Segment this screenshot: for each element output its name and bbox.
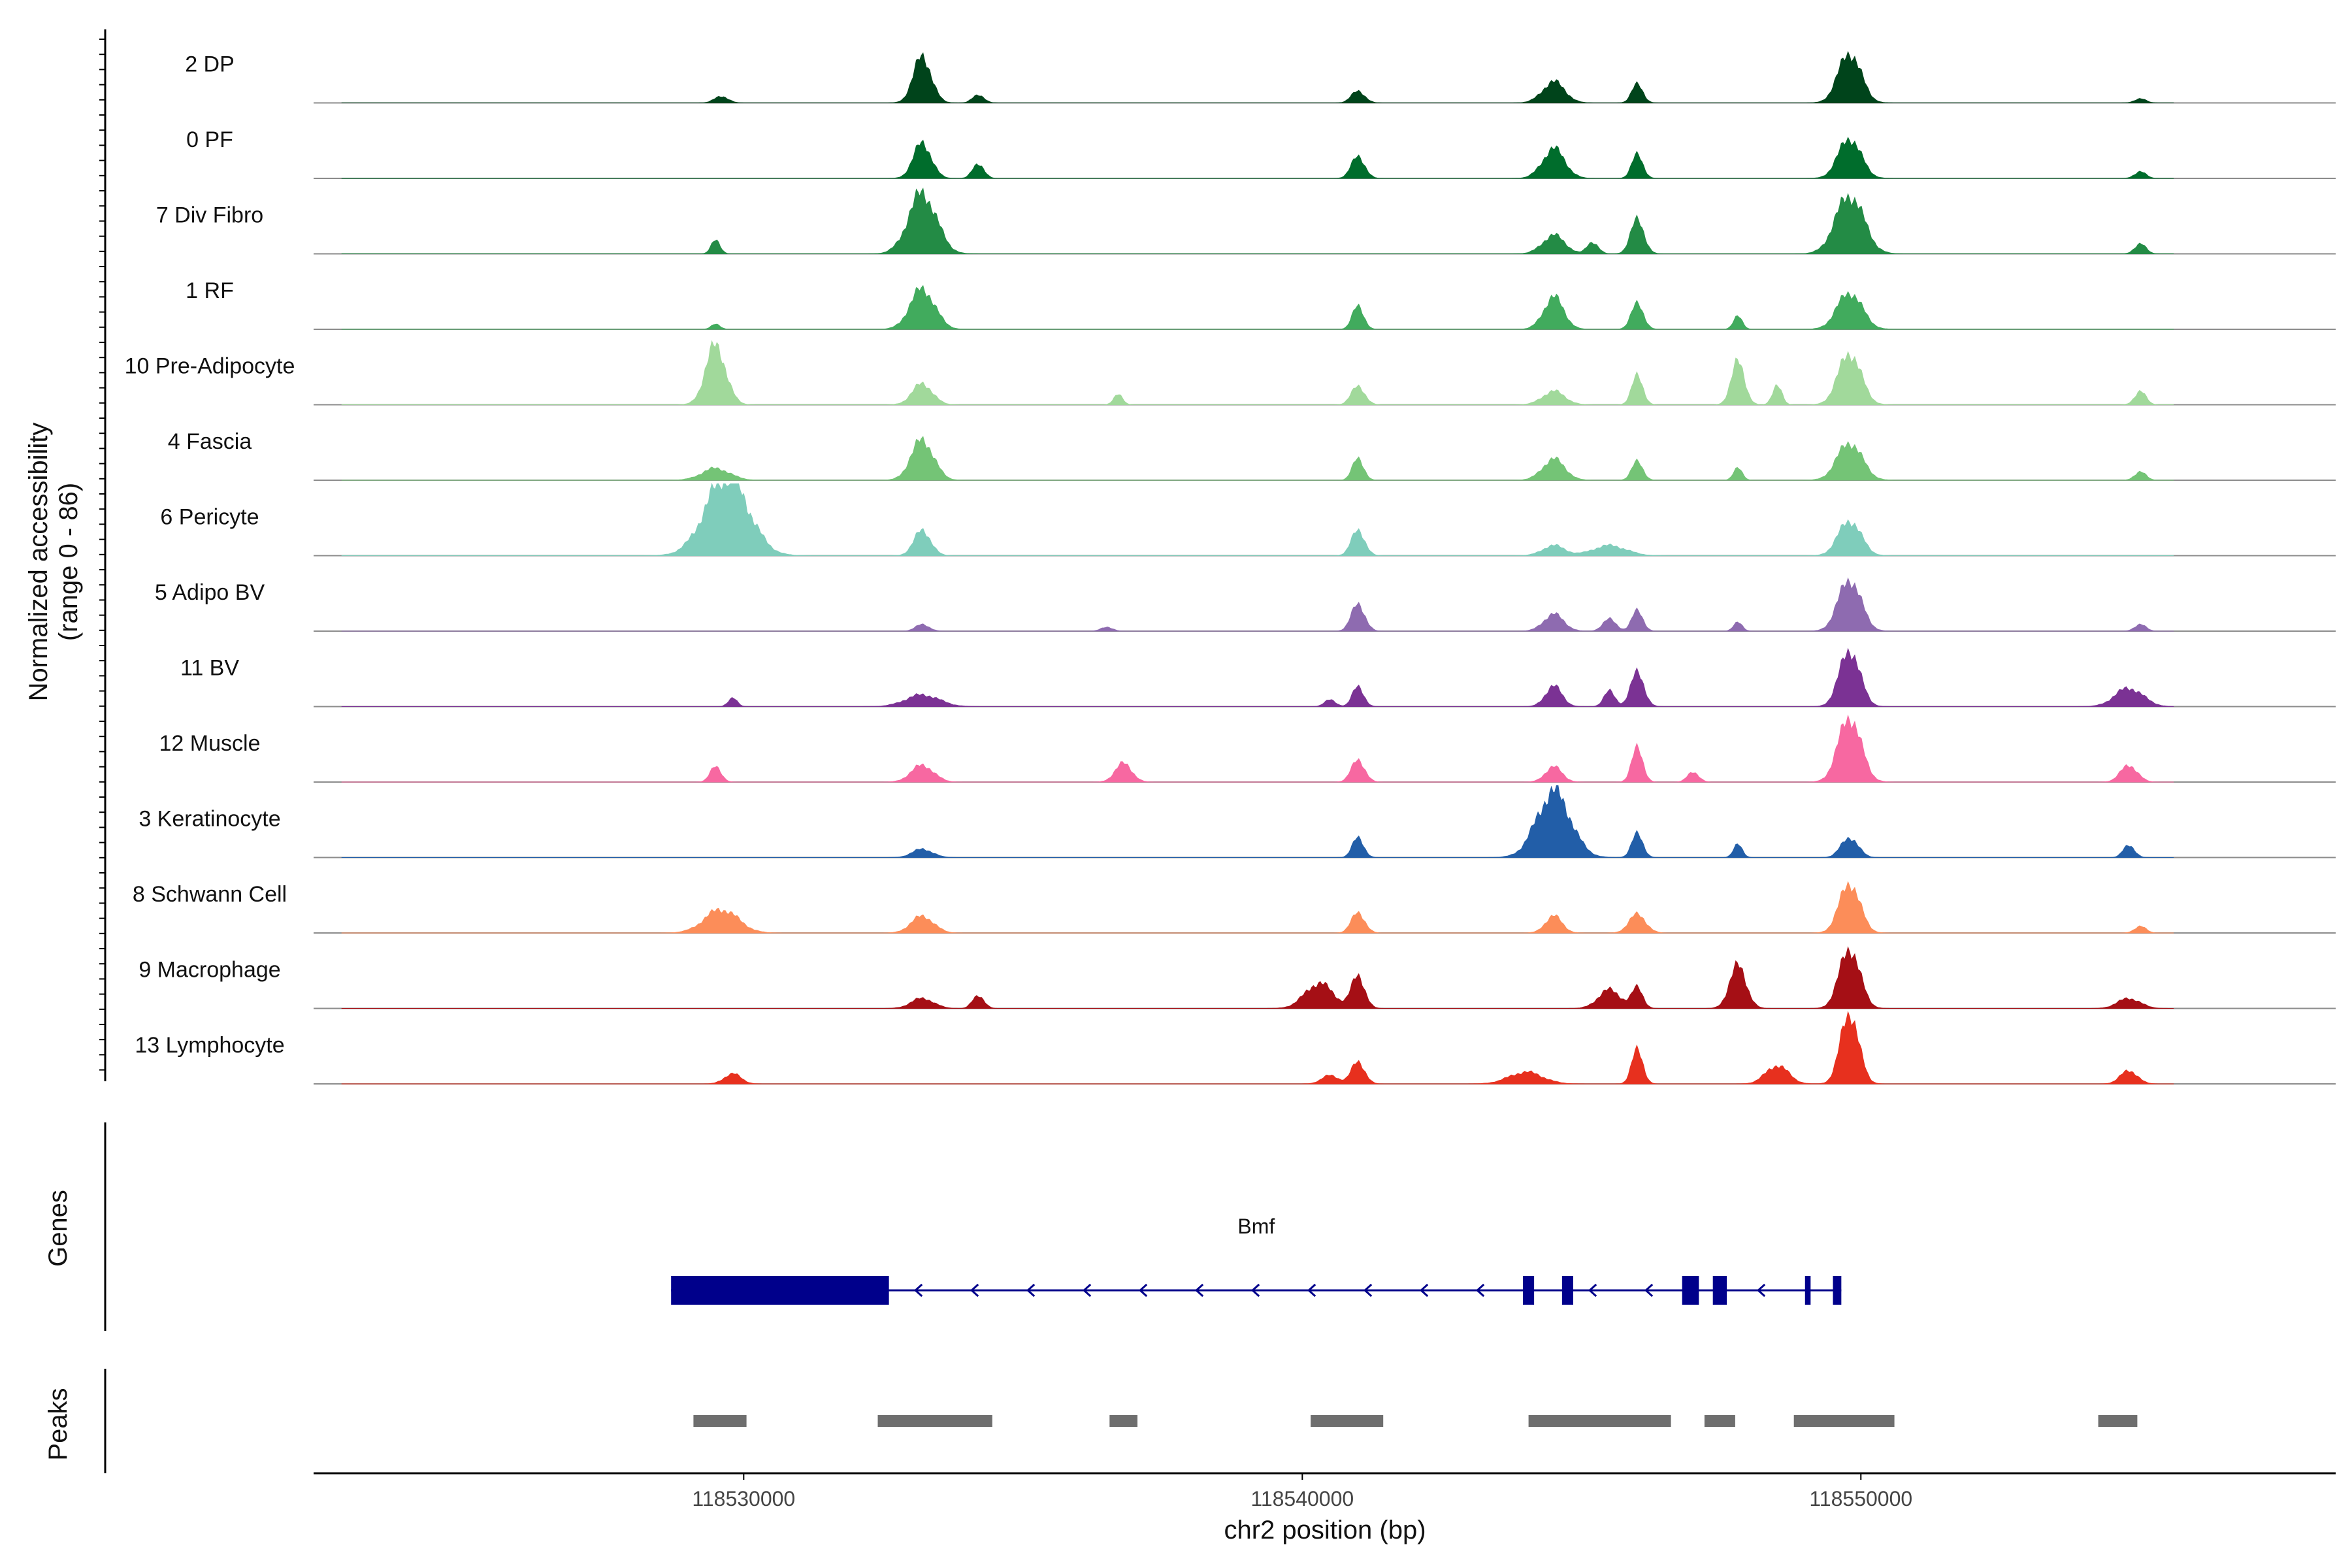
x-axis: 118530000 118540000 118550000 chr2 positio…: [314, 1472, 2336, 1544]
coverage-signal: [341, 436, 2174, 481]
track-label: 1 RF: [186, 278, 234, 303]
peak-region: [1109, 1415, 1137, 1427]
track-label: 5 Adipo BV: [155, 580, 265, 605]
peak-region: [1793, 1415, 1895, 1427]
genes-panel: Genes Bmf: [44, 1122, 1842, 1331]
strand-arrow: [1082, 1283, 1092, 1298]
strand-arrow: [1756, 1283, 1766, 1298]
track-label: 3 Keratinocyte: [139, 807, 280, 832]
strand-arrow: [1307, 1283, 1316, 1298]
coverage-signal: [341, 881, 2174, 934]
coverage-signal: [341, 482, 2174, 556]
coverage-signal: [341, 714, 2174, 783]
coverage-track: 8 Schwann Cell: [133, 881, 2336, 934]
coverage-track: 13 Lymphocyte: [135, 1011, 2336, 1085]
y-axis-title-main: Normalized accessibility: [24, 423, 53, 702]
coverage-signal: [341, 188, 2174, 254]
y-axis-title-range: (range 0 - 86): [54, 483, 83, 641]
coverage-track: 5 Adipo BV: [155, 577, 2336, 632]
strand-arrow: [970, 1283, 979, 1298]
coverage-track: 1 RF: [186, 278, 2336, 330]
coverage-signal: [341, 137, 2174, 179]
coverage-track: 12 Muscle: [159, 714, 2336, 783]
gene-exon: [1805, 1276, 1811, 1305]
coverage-tracks: 2 DP 0 PF 7 Div Fibro 1 RF 10 Pre-Adipocyte 4…: [125, 50, 2336, 1085]
coverage-signal: [341, 1011, 2174, 1085]
x-axis-title: chr2 position (bp): [1224, 1516, 1426, 1544]
x-tick-label: 118530000: [692, 1487, 795, 1511]
peak-region: [877, 1415, 992, 1427]
y-axis-title: Normalized accessibility (range 0 - 86): [24, 423, 83, 702]
peak-regions: [693, 1415, 2138, 1427]
gene-exon: [671, 1276, 889, 1305]
track-label: 4 Fascia: [168, 429, 252, 454]
strand-arrow: [1475, 1283, 1485, 1298]
coverage-track: 10 Pre-Adipocyte: [125, 340, 2336, 406]
track-label: 8 Schwann Cell: [133, 882, 287, 907]
peak-region: [1528, 1415, 1671, 1427]
peak-region: [1311, 1415, 1384, 1427]
gene-models: Bmf: [671, 1215, 1842, 1305]
gene-exon: [1523, 1276, 1535, 1305]
track-label: 6 Pericyte: [160, 505, 259, 530]
gene-exon: [1561, 1276, 1573, 1305]
coverage-signal: [341, 50, 2174, 104]
coverage-y-axis-ticks: [99, 39, 105, 1071]
coverage-signal: [341, 785, 2174, 858]
track-label: 7 Div Fibro: [156, 203, 263, 228]
track-label: 12 Muscle: [159, 731, 261, 756]
coverage-track: 2 DP: [185, 50, 2336, 104]
gene-exon: [1833, 1276, 1842, 1305]
x-tick-label: 118550000: [1809, 1487, 1912, 1511]
gene-exon: [1712, 1276, 1727, 1305]
coverage-signal: [341, 577, 2174, 632]
genes-panel-title: Genes: [44, 1190, 73, 1267]
track-label: 0 PF: [186, 127, 233, 152]
peak-region: [2098, 1415, 2138, 1427]
coverage-track: 6 Pericyte: [160, 482, 2336, 557]
strand-arrow: [1588, 1283, 1597, 1298]
coverage-track: 0 PF: [186, 127, 2336, 179]
track-label: 9 Macrophage: [139, 958, 280, 983]
track-label: 11 BV: [180, 656, 239, 681]
strand-arrow: [1419, 1283, 1429, 1298]
peaks-panel: Peaks: [44, 1369, 2138, 1473]
strand-arrow: [913, 1283, 923, 1298]
peak-region: [1704, 1415, 1735, 1427]
peaks-panel-title: Peaks: [44, 1388, 73, 1460]
coverage-signal: [341, 946, 2174, 1009]
coverage-track: 4 Fascia: [168, 429, 2336, 481]
gene-name: Bmf: [1237, 1215, 1275, 1238]
peak-region: [693, 1415, 747, 1427]
track-label: 2 DP: [185, 52, 235, 77]
strand-arrow: [1363, 1283, 1373, 1298]
strand-arrow: [1644, 1283, 1654, 1298]
track-label: 10 Pre-Adipocyte: [125, 354, 295, 379]
coverage-signal: [341, 285, 2174, 330]
x-axis-ticks: 118530000 118540000 118550000: [692, 1473, 1912, 1511]
x-tick-label: 118540000: [1250, 1487, 1354, 1511]
coverage-track: 3 Keratinocyte: [139, 785, 2336, 858]
strand-arrow: [1194, 1283, 1204, 1298]
strand-arrow: [1138, 1283, 1148, 1298]
gene-exon: [1682, 1276, 1699, 1305]
track-label: 13 Lymphocyte: [135, 1033, 284, 1058]
gene-model: Bmf: [671, 1215, 1842, 1305]
coverage-signal: [341, 340, 2174, 405]
coverage-signal: [341, 647, 2174, 707]
strand-arrow: [1250, 1283, 1260, 1298]
coverage-track: 11 BV: [180, 647, 2336, 708]
strand-arrow: [1026, 1283, 1036, 1298]
coverage-track: 9 Macrophage: [139, 946, 2336, 1009]
coverage-track: 7 Div Fibro: [156, 188, 2336, 255]
